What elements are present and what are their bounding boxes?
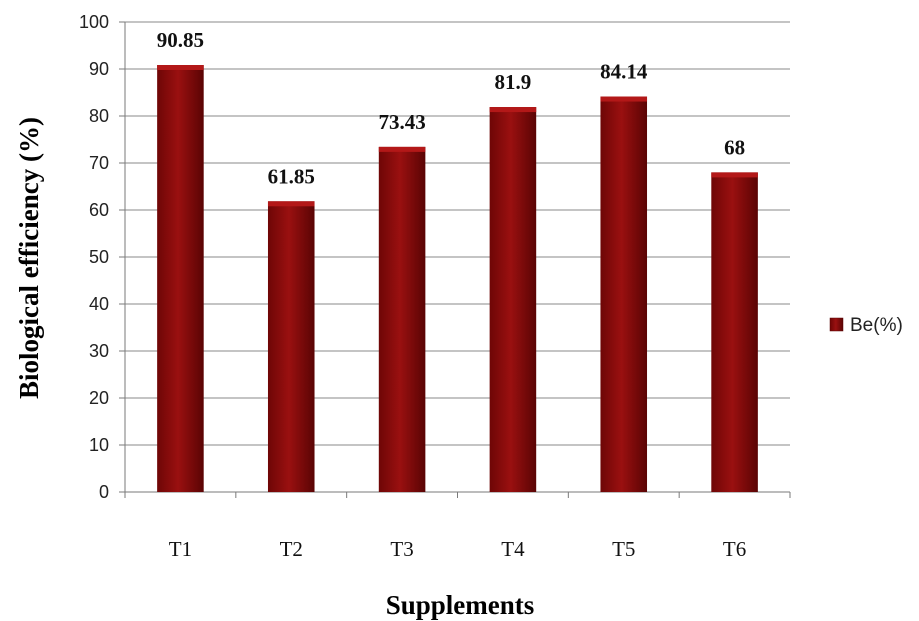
y-tick-label: 90 xyxy=(89,59,109,79)
data-labels: 90.85 61.85 73.43 81.9 84.14 68 xyxy=(157,28,745,188)
data-label: 84.14 xyxy=(600,60,648,84)
bar-t5 xyxy=(600,96,648,493)
x-tick-label: T5 xyxy=(612,537,635,561)
x-tick-label: T2 xyxy=(280,537,303,561)
y-axis-title: Biological efficiency (%) xyxy=(14,117,44,399)
bar-t2 xyxy=(267,201,315,492)
x-tick-label: T6 xyxy=(723,537,746,561)
bar-cap xyxy=(157,65,204,71)
bar-t3 xyxy=(378,146,426,492)
y-tick-label: 100 xyxy=(79,12,109,32)
legend-label: Be(%) xyxy=(850,315,903,336)
gridlines xyxy=(125,21,790,446)
bar-t4 xyxy=(489,107,537,492)
bar-cap xyxy=(378,146,426,152)
y-tick-label: 30 xyxy=(89,341,109,361)
y-tick-label: 50 xyxy=(89,247,109,267)
bar-cap xyxy=(711,172,758,178)
data-label: 68 xyxy=(724,135,745,159)
x-tick-label: T1 xyxy=(169,537,192,561)
y-tick-labels: 0 10 20 30 40 50 60 70 80 90 100 xyxy=(79,12,109,502)
y-tick-label: 60 xyxy=(89,200,109,220)
x-axis-title: Supplements xyxy=(386,590,535,620)
bar-t1 xyxy=(157,65,204,492)
legend: Be(%) xyxy=(829,315,903,336)
data-label: 90.85 xyxy=(157,28,204,52)
data-label: 61.85 xyxy=(268,164,315,188)
bar-cap xyxy=(267,201,315,207)
y-tick-label: 0 xyxy=(99,482,109,502)
y-tick-label: 40 xyxy=(89,294,109,314)
bar-t6 xyxy=(711,172,758,492)
bar-cap xyxy=(489,107,537,113)
y-tick-label: 80 xyxy=(89,106,109,126)
x-tick-label: T3 xyxy=(390,537,413,561)
data-label: 73.43 xyxy=(378,110,425,134)
data-label: 81.9 xyxy=(495,70,532,94)
x-tick-label: T4 xyxy=(501,537,525,561)
axes xyxy=(119,21,791,498)
y-tick-label: 10 xyxy=(89,435,109,455)
y-tick-label: 20 xyxy=(89,388,109,408)
x-tick-labels: T1 T2 T3 T4 T5 T6 xyxy=(169,537,746,561)
y-tick-label: 70 xyxy=(89,153,109,173)
bars xyxy=(157,65,758,493)
bar-cap xyxy=(600,96,648,102)
legend-swatch xyxy=(829,317,844,332)
